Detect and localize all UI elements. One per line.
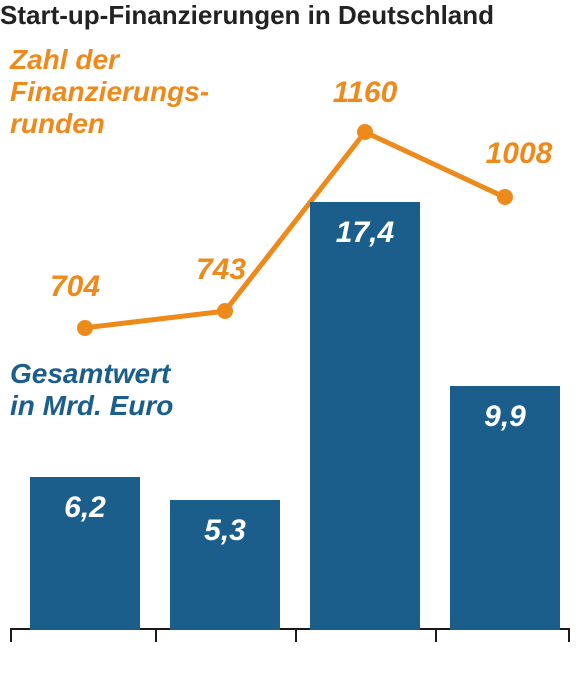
x-tick	[435, 630, 437, 642]
trend-line	[85, 132, 505, 328]
x-tick	[568, 630, 570, 642]
bar: 17,4	[310, 202, 420, 630]
bar: 5,3	[170, 500, 280, 630]
x-tick	[155, 630, 157, 642]
line-label: 1160	[333, 76, 398, 110]
line-point	[357, 124, 373, 140]
x-tick	[295, 630, 297, 642]
line-point	[77, 320, 93, 336]
bar: 9,9	[450, 386, 560, 630]
bar-label: 17,4	[310, 216, 420, 250]
line-label: 743	[196, 253, 246, 287]
bar-label: 5,3	[170, 514, 280, 548]
bar-label: 6,2	[30, 491, 140, 525]
bar-label: 9,9	[450, 400, 560, 434]
x-tick	[10, 630, 12, 642]
line-point	[217, 303, 233, 319]
bar: 6,2	[30, 477, 140, 630]
line-label: 704	[50, 270, 100, 304]
line-label: 1008	[486, 137, 553, 171]
line-point	[497, 189, 513, 205]
chart-title: Start-up-Finanzierungen in Deutschland	[0, 0, 494, 31]
legend-rounds: Zahl derFinanzierungs-runden	[10, 44, 209, 141]
legend-total-value: Gesamtwertin Mrd. Euro	[10, 358, 173, 422]
